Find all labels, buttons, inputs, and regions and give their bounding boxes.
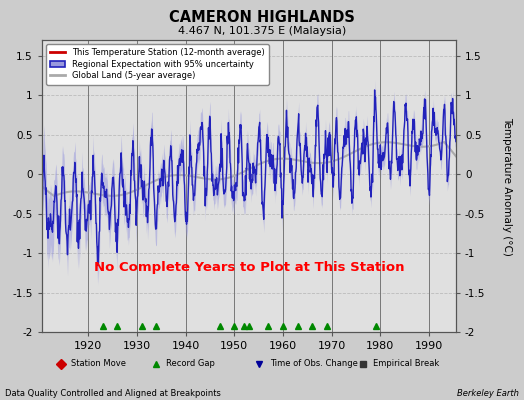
Text: 4.467 N, 101.375 E (Malaysia): 4.467 N, 101.375 E (Malaysia) <box>178 26 346 36</box>
Legend: This Temperature Station (12-month average), Regional Expectation with 95% uncer: This Temperature Station (12-month avera… <box>46 44 269 84</box>
Text: Time of Obs. Change: Time of Obs. Change <box>269 360 357 368</box>
Text: Data Quality Controlled and Aligned at Breakpoints: Data Quality Controlled and Aligned at B… <box>5 389 221 398</box>
Text: No Complete Years to Plot at This Station: No Complete Years to Plot at This Statio… <box>94 261 404 274</box>
Text: CAMERON HIGHLANDS: CAMERON HIGHLANDS <box>169 10 355 25</box>
Text: Berkeley Earth: Berkeley Earth <box>457 389 519 398</box>
Y-axis label: Temperature Anomaly (°C): Temperature Anomaly (°C) <box>502 116 512 256</box>
Text: Station Move: Station Move <box>71 360 126 368</box>
Text: Record Gap: Record Gap <box>166 360 215 368</box>
Text: Empirical Break: Empirical Break <box>373 360 439 368</box>
